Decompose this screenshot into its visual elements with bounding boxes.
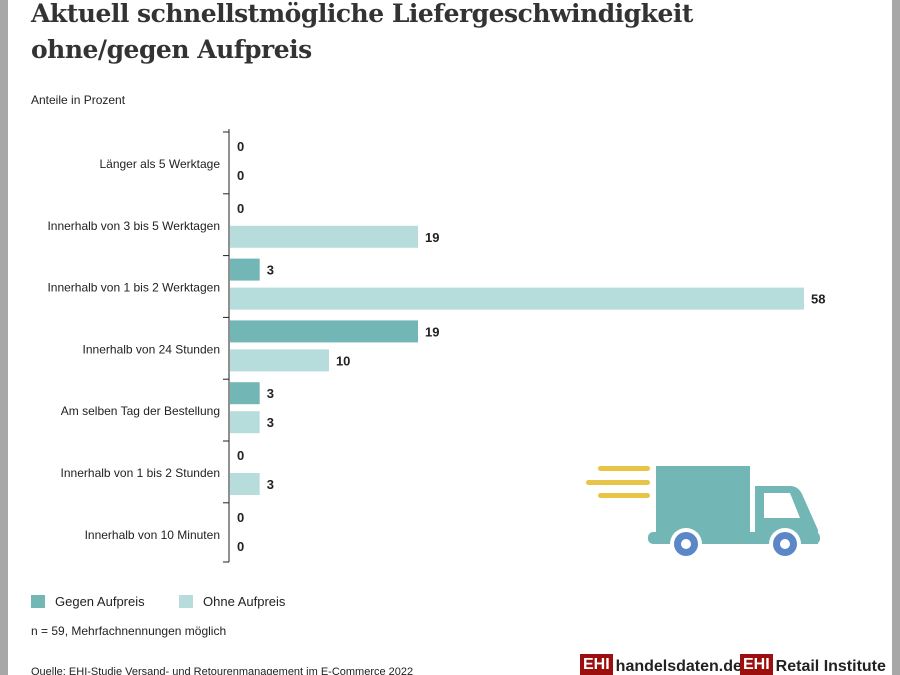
title-line-2: ohne/gegen Aufpreis: [31, 35, 312, 64]
value-label: 0: [237, 510, 244, 525]
bar-ohne: [230, 287, 804, 310]
value-label: 0: [237, 201, 244, 216]
legend-swatch: [31, 595, 45, 608]
chart-page: Aktuell schnellstmögliche Liefergeschwin…: [8, 0, 892, 675]
value-label: 3: [267, 415, 274, 430]
legend-item-ohne: Ohne Aufpreis: [179, 594, 285, 609]
bar-chart: Länger als 5 Werktage 0 0 Innerhalb von 3 b…: [47, 129, 825, 563]
value-label: 19: [425, 230, 439, 245]
bar-ohne: [230, 411, 260, 434]
category-label: Innerhalb von 1 bis 2 Stunden: [61, 466, 220, 480]
legend-label: Ohne Aufpreis: [203, 594, 286, 609]
truck-icon: [586, 466, 820, 560]
title-line-1: Aktuell schnellstmögliche Liefergeschwin…: [31, 0, 693, 28]
category-label: Innerhalb von 24 Stunden: [83, 342, 220, 356]
bar-ohne: [230, 473, 260, 495]
bar-gegen: [230, 258, 260, 281]
value-label: 58: [811, 292, 825, 307]
legend-swatch: [179, 595, 193, 608]
bar-ohne: [230, 225, 419, 248]
value-label: 0: [237, 168, 244, 183]
bar-gegen: [230, 320, 419, 343]
legend-label: Gegen Aufpreis: [55, 594, 145, 609]
bar-ohne: [230, 349, 329, 372]
ehi-mark: EHI: [580, 654, 613, 675]
value-label: 0: [237, 139, 244, 154]
value-label: 10: [336, 353, 350, 368]
logo-text: handelsdaten.de: [615, 658, 742, 675]
subtitle: Anteile in Prozent: [31, 93, 126, 107]
source-note: Quelle: EHI-Studie Versand- und Retouren…: [31, 666, 414, 675]
value-label: 0: [237, 539, 244, 554]
ehi-retail-logo[interactable]: EHI Retail Institute: [740, 654, 886, 675]
value-label: 0: [237, 448, 244, 463]
value-label: 3: [267, 263, 274, 278]
category-label: Innerhalb von 10 Minuten: [85, 528, 220, 542]
value-label: 3: [267, 386, 274, 401]
bar-gegen: [230, 382, 260, 405]
category-label: Am selben Tag der Bestellung: [61, 404, 220, 418]
value-label: 3: [267, 477, 274, 492]
category-label: Innerhalb von 3 bis 5 Werktagen: [47, 219, 220, 233]
logo-text: Retail Institute: [775, 658, 886, 675]
ehi-mark: EHI: [740, 654, 773, 675]
category-label: Länger als 5 Werktage: [99, 157, 220, 171]
handelsdaten-logo[interactable]: EHI handelsdaten.de: [580, 654, 742, 675]
sample-note: n = 59, Mehrfachnennungen möglich: [31, 624, 227, 638]
chart-title: Aktuell schnellstmögliche Liefergeschwin…: [31, 0, 693, 68]
category-label: Innerhalb von 1 bis 2 Werktagen: [47, 281, 220, 295]
legend-item-gegen: Gegen Aufpreis: [31, 594, 145, 609]
value-label: 19: [425, 324, 439, 339]
